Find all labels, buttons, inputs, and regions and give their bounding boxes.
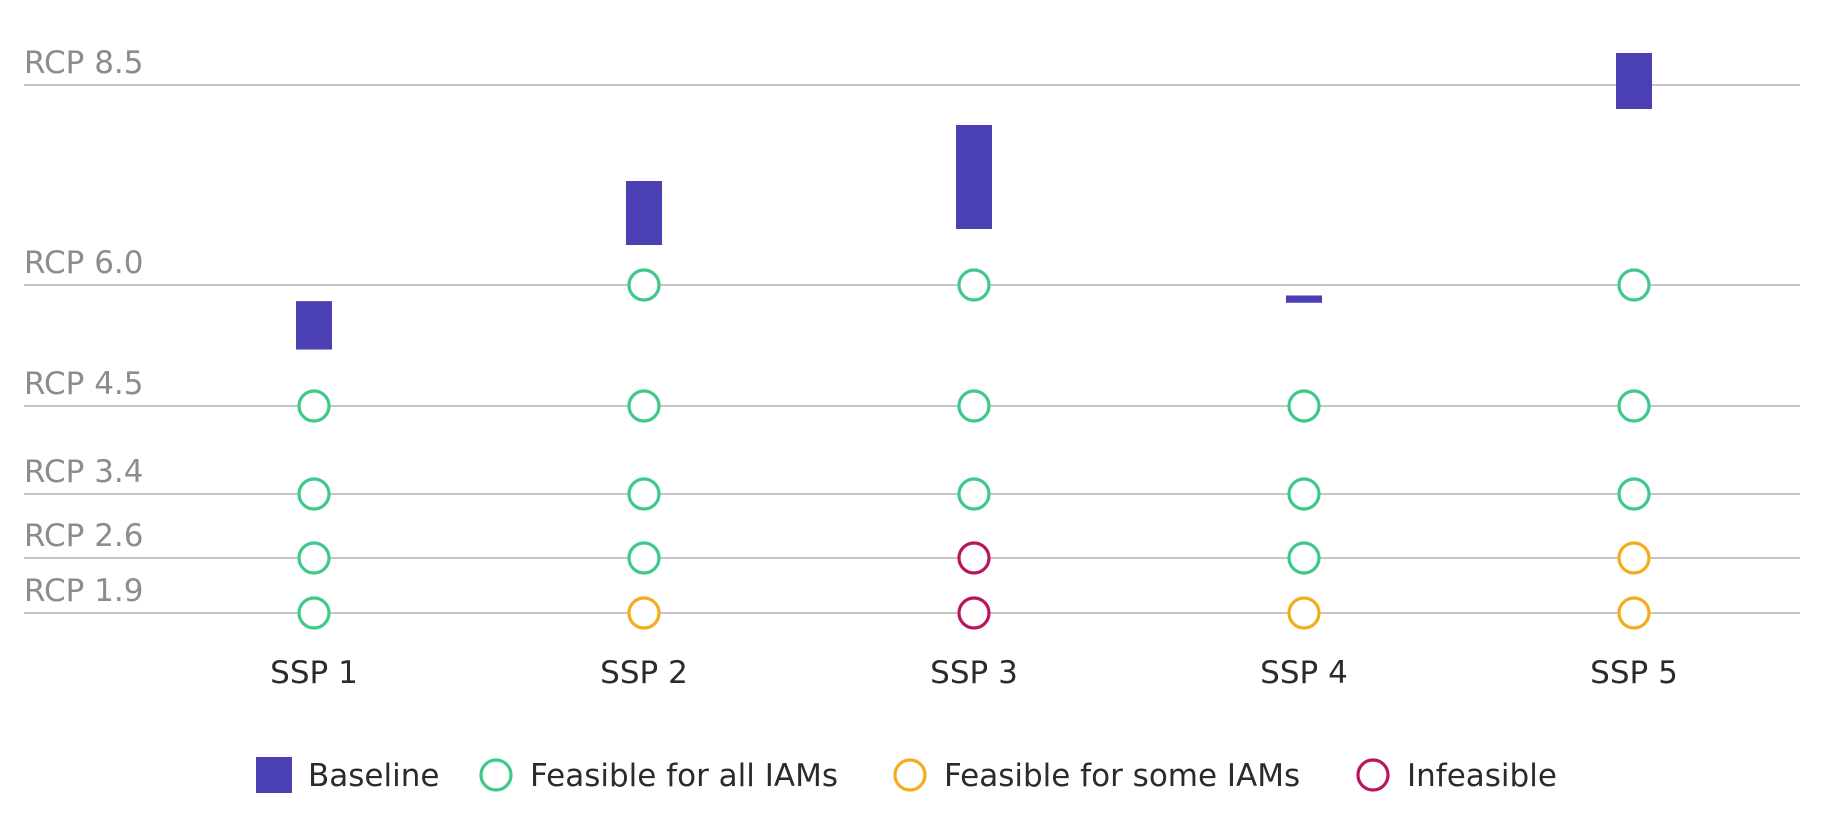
legend-swatch-feasible-all [479, 758, 513, 792]
marker-layer [297, 268, 1651, 630]
feasibility-marker-feasible-all [627, 541, 661, 575]
legend-swatch-feasible-some [893, 758, 927, 792]
baseline-bar [1616, 53, 1652, 109]
feasibility-marker-feasible-some [1287, 596, 1321, 630]
baseline-bar [956, 125, 992, 229]
baseline-bar [626, 181, 662, 245]
y-tick-label: RCP 6.0 [24, 245, 144, 281]
feasibility-marker-feasible-all [1287, 541, 1321, 575]
legend-swatch-baseline [256, 757, 292, 793]
baseline-layer [296, 53, 1652, 350]
x-tick-label: SSP 2 [600, 655, 688, 691]
legend-swatch-infeasible [1356, 758, 1390, 792]
feasibility-marker-feasible-all [297, 596, 331, 630]
legend-label-feasible-some: Feasible for some IAMs [944, 758, 1300, 794]
y-tick-label: RCP 3.4 [24, 454, 144, 490]
feasibility-marker-feasible-all [957, 268, 991, 302]
baseline-bar [296, 301, 332, 350]
feasibility-marker-feasible-all [1617, 477, 1651, 511]
feasibility-marker-feasible-all [957, 477, 991, 511]
feasibility-marker-infeasible [957, 596, 991, 630]
x-tick-label: SSP 4 [1260, 655, 1348, 691]
y-tick-label: RCP 2.6 [24, 518, 144, 554]
feasibility-marker-feasible-all [297, 477, 331, 511]
y-tick-label: RCP 8.5 [24, 45, 144, 81]
feasibility-marker-feasible-some [1617, 596, 1651, 630]
x-tick-label: SSP 5 [1590, 655, 1678, 691]
legend-label-baseline: Baseline [308, 758, 439, 794]
x-tick-label: SSP 3 [930, 655, 1018, 691]
y-tick-label: RCP 4.5 [24, 366, 144, 402]
grid-layer: RCP 8.5 RCP 6.0 RCP 4.5 RCP 3.4 RCP 2.6 RCP 1… [24, 45, 1800, 614]
feasibility-marker-feasible-all [297, 541, 331, 575]
feasibility-marker-feasible-all [1617, 389, 1651, 423]
feasibility-marker-feasible-some [627, 596, 661, 630]
x-axis-labels: SSP 1 SSP 2 SSP 3 SSP 4 SSP 5 [270, 655, 1678, 691]
feasibility-marker-feasible-all [1617, 268, 1651, 302]
feasibility-marker-feasible-all [957, 389, 991, 423]
legend: Baseline Feasible for all IAMs Feasible fo… [256, 757, 1557, 794]
legend-label-feasible-all: Feasible for all IAMs [530, 758, 838, 794]
feasibility-marker-feasible-all [1287, 477, 1321, 511]
baseline-bar [1286, 295, 1322, 303]
x-tick-label: SSP 1 [270, 655, 358, 691]
legend-label-infeasible: Infeasible [1407, 758, 1557, 794]
feasibility-marker-feasible-some [1617, 541, 1651, 575]
feasibility-marker-feasible-all [627, 389, 661, 423]
feasibility-marker-feasible-all [1287, 389, 1321, 423]
feasibility-marker-feasible-all [627, 477, 661, 511]
y-tick-label: RCP 1.9 [24, 573, 144, 609]
feasibility-marker-feasible-all [627, 268, 661, 302]
feasibility-marker-feasible-all [297, 389, 331, 423]
feasibility-marker-infeasible [957, 541, 991, 575]
